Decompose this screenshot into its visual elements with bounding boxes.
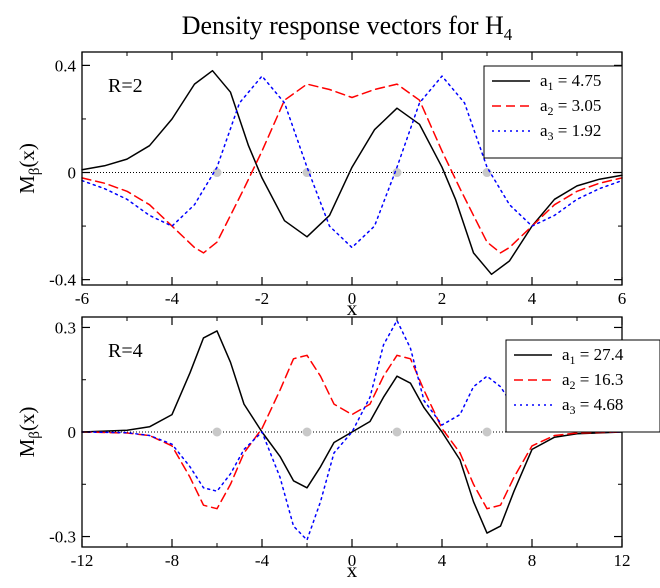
panel-label: R=2 <box>108 75 143 97</box>
legend-var: a <box>562 345 570 364</box>
atom-marker-4 <box>482 427 492 437</box>
series-line-a1 <box>81 330 623 534</box>
legend-entry-a3: a3 = 1.92 <box>540 121 601 143</box>
x-tick-label: -4 <box>165 289 180 308</box>
legend-subscript: 2 <box>570 378 576 392</box>
legend-subscript: 1 <box>548 79 554 93</box>
y-tick-label: 0 <box>68 423 77 442</box>
series-line-a2 <box>81 354 623 510</box>
y-axis-label: Mβ(x) <box>15 407 43 458</box>
x-tick-label: -12 <box>71 551 94 570</box>
x-tick-label: -2 <box>255 289 269 308</box>
x-axis-label: x <box>347 558 358 582</box>
legend-value: 16.3 <box>594 370 624 389</box>
y-tick-label: -0.3 <box>49 528 76 547</box>
legend-var: a <box>562 370 570 389</box>
x-axis-label: x <box>347 296 358 320</box>
x-tick-label: 4 <box>438 551 447 570</box>
legend-equals: = <box>576 345 594 364</box>
chart-title-main: Density response vectors for H <box>182 11 504 40</box>
legend-entry-a1: a1 = 27.4 <box>562 345 624 367</box>
atom-marker-3 <box>392 168 402 178</box>
x-tick-label: 0 <box>348 551 357 570</box>
x-tick-label: -8 <box>165 551 179 570</box>
y-tick-label: 0.4 <box>55 56 77 75</box>
y-axis-label-main: M <box>15 438 39 457</box>
atom-marker-1 <box>212 427 222 437</box>
x-tick-label: 4 <box>528 289 537 308</box>
legend-subscript: 3 <box>548 129 554 143</box>
legend-equals: = <box>576 370 594 389</box>
legend-equals: = <box>554 96 572 115</box>
panel-label: R=4 <box>108 340 143 362</box>
legend-subscript: 2 <box>548 104 554 118</box>
x-tick-label: 0 <box>348 289 357 308</box>
y-axis-label: Mβ(x) <box>15 143 43 194</box>
atom-marker-4 <box>482 168 492 178</box>
series-line-a1 <box>81 69 623 276</box>
x-tick-label: 2 <box>438 289 447 308</box>
series-line-a2 <box>81 83 623 254</box>
legend-equals: = <box>576 395 594 414</box>
y-tick-label: -0.4 <box>49 271 76 290</box>
legend-value: 1.92 <box>572 121 602 140</box>
legend-subscript: 3 <box>570 403 576 417</box>
legend-entry-a2: a2 = 3.05 <box>540 96 601 118</box>
legend-equals: = <box>554 71 572 90</box>
legend: a1 = 27.4a2 = 16.3a3 = 4.68 <box>505 339 660 433</box>
legend-entry-a1: a1 = 4.75 <box>540 71 601 93</box>
y-axis-label-subscript: β <box>27 168 43 176</box>
legend-value: 4.75 <box>572 71 602 90</box>
legend-value: 27.4 <box>594 345 624 364</box>
series-line-a3 <box>81 75 623 249</box>
legend-value: 4.68 <box>594 395 624 414</box>
x-tick-label: -4 <box>255 551 270 570</box>
legend-entry-a2: a2 = 16.3 <box>562 370 623 392</box>
legend-var: a <box>540 121 548 140</box>
legend-subscript: 1 <box>570 353 576 367</box>
legend-var: a <box>540 96 548 115</box>
x-tick-label: -6 <box>75 289 89 308</box>
y-axis-label-tail: (x) <box>15 407 39 432</box>
series-line-a3 <box>81 319 623 541</box>
y-axis-label-tail: (x) <box>15 143 39 168</box>
chart-title: Density response vectors for H4 <box>182 11 513 44</box>
y-tick-label: 0.3 <box>55 318 76 337</box>
y-axis-label-main: M <box>15 175 39 194</box>
legend-entry-a3: a3 = 4.68 <box>562 395 623 417</box>
atom-marker-2 <box>302 427 312 437</box>
chart-title-subscript: 4 <box>504 25 513 44</box>
legend-value: 3.05 <box>572 96 602 115</box>
x-tick-label: 8 <box>528 551 537 570</box>
atom-marker-3 <box>392 427 402 437</box>
y-axis-label-subscript: β <box>27 431 43 439</box>
atom-marker-1 <box>212 168 222 178</box>
legend-equals: = <box>554 121 572 140</box>
y-tick-label: 0 <box>68 164 77 183</box>
legend-var: a <box>540 71 548 90</box>
x-tick-label: 12 <box>614 551 631 570</box>
x-tick-label: 6 <box>618 289 627 308</box>
legend-var: a <box>562 395 570 414</box>
